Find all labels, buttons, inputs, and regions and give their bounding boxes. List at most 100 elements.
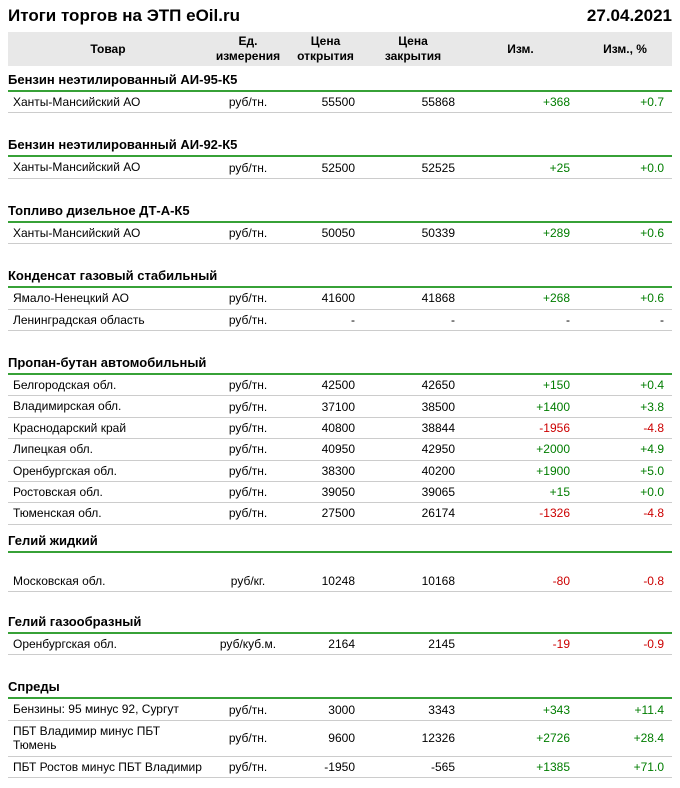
change-pct-cell: +0.6	[640, 291, 664, 306]
product-cell: Московская обл.	[13, 573, 106, 588]
close-price-cell: 41868	[421, 291, 455, 306]
product-section: Пропан-бутан автомобильный Белгородская о…	[8, 353, 672, 525]
table-row: Владимирская обл. руб/тн. 37100 38500 +1400 +…	[8, 396, 672, 418]
unit-cell: руб/куб.м.	[219, 637, 277, 652]
change-pct-cell: +0.7	[640, 95, 664, 110]
product-cell: Тюменская обл.	[13, 506, 102, 521]
table-header-row: Товар Ед. измерения Цена открытия Цена з…	[8, 32, 672, 66]
close-price-cell: 42950	[421, 442, 455, 457]
table-row: Липецкая обл. руб/тн. 40950 42950 +2000 +4.9	[8, 439, 672, 461]
unit-cell: руб/тн.	[228, 702, 268, 717]
table-row: Ямало-Ненецкий АО руб/тн. 41600 41868 +268 +0…	[8, 288, 672, 310]
table-row: ПБТ Ростов минус ПБТ Владимир руб/тн. -195…	[8, 757, 672, 779]
change-cell: -19	[552, 637, 570, 652]
close-price-cell: 2145	[428, 637, 455, 652]
column-header-unit: Ед. измерения	[215, 34, 281, 63]
unit-cell: руб/тн.	[228, 463, 268, 478]
column-header-open-price: Цена открытия	[297, 34, 354, 63]
change-pct-cell: +28.4	[633, 731, 664, 746]
table-row: Тюменская обл. руб/тн. 27500 26174 -1326 -4.8	[8, 503, 672, 525]
change-cell: -80	[552, 573, 570, 588]
section-title: Гелий газообразный	[8, 612, 672, 635]
close-price-cell: 40200	[421, 463, 455, 478]
open-price-cell: 39050	[321, 485, 355, 500]
product-cell: Липецкая обл.	[13, 442, 93, 457]
change-pct-cell: +71.0	[633, 759, 664, 774]
product-section: Спреды Бензины: 95 минус 92, Сургут руб/тн…	[8, 677, 672, 779]
change-cell: +1400	[536, 399, 570, 414]
product-cell: Белгородская обл.	[13, 377, 117, 392]
product-cell: ПБТ Ростов минус ПБТ Владимир	[13, 759, 202, 774]
change-cell: +2726	[536, 731, 570, 746]
unit-cell: руб/тн.	[228, 442, 268, 457]
table-row: Белгородская обл. руб/тн. 42500 42650 +150 +0…	[8, 375, 672, 397]
table-body: Бензин неэтилированный АИ-95-К5 Ханты-Ман…	[8, 70, 672, 779]
open-price-cell: 3000	[328, 702, 355, 717]
table-row: Ростовская обл. руб/тн. 39050 39065 +15 +0.0	[8, 482, 672, 504]
open-price-cell: 41600	[321, 291, 355, 306]
close-price-cell: 26174	[421, 506, 455, 521]
change-cell: +343	[542, 702, 570, 717]
product-cell: Краснодарский край	[13, 420, 127, 435]
change-cell: +368	[542, 95, 570, 110]
product-section: Бензин неэтилированный АИ-95-К5 Ханты-Ман…	[8, 70, 672, 114]
column-header-change-pct: Изм., %	[603, 41, 647, 56]
results-table: Товар Ед. измерения Цена открытия Цена з…	[8, 32, 672, 779]
unit-cell: руб/тн.	[228, 160, 268, 175]
open-price-cell: 10248	[321, 573, 355, 588]
open-price-cell: 42500	[321, 378, 355, 393]
product-section: Топливо дизельное ДТ-А-К5 Ханты-Мансийски…	[8, 201, 672, 245]
table-row: Ханты-Мансийский АО руб/тн. 52500 52525 +25 +…	[8, 157, 672, 179]
change-cell: +268	[542, 291, 570, 306]
change-pct-cell: +3.8	[640, 399, 664, 414]
unit-cell: руб/тн.	[228, 731, 268, 746]
change-cell: +1900	[536, 463, 570, 478]
close-price-cell: 39065	[421, 485, 455, 500]
column-header-product: Товар	[90, 41, 126, 56]
product-cell: Ленинградская область	[13, 312, 145, 327]
page-title: Итоги торгов на ЭТП eOil.ru	[8, 6, 240, 25]
unit-cell: руб/тн.	[228, 399, 268, 414]
change-pct-cell: +5.0	[640, 463, 664, 478]
table-row: ПБТ Владимир минус ПБТ Тюмень руб/тн. 9600…	[8, 721, 672, 757]
close-price-cell: 55868	[421, 95, 455, 110]
change-pct-cell: +0.0	[640, 485, 664, 500]
section-title: Гелий жидкий	[8, 531, 672, 553]
unit-cell: руб/тн.	[228, 759, 268, 774]
open-price-cell: 27500	[321, 506, 355, 521]
change-pct-cell: +4.9	[640, 442, 664, 457]
open-price-cell: 37100	[321, 399, 355, 414]
product-cell: Ханты-Мансийский АО	[13, 95, 141, 109]
product-section: Гелий газообразный Оренбургская обл. руб/к…	[8, 612, 672, 656]
open-price-cell: 38300	[321, 463, 355, 478]
section-title: Пропан-бутан автомобильный	[8, 353, 672, 375]
product-cell: Оренбургская обл.	[13, 463, 117, 478]
open-price-cell: 50050	[321, 225, 355, 240]
titlebar: Итоги торгов на ЭТП eOil.ru 27.04.2021	[8, 6, 672, 26]
table-row: Ленинградская область руб/тн. - - - -	[8, 310, 672, 331]
change-cell: -	[566, 312, 570, 327]
table-row: Ханты-Мансийский АО руб/тн. 50050 50339 +289…	[8, 223, 672, 245]
section-title: Бензин неэтилированный АИ-95-К5	[8, 70, 672, 92]
section-title: Бензин неэтилированный АИ-92-К5	[8, 135, 672, 158]
section-title: Топливо дизельное ДТ-А-К5	[8, 201, 672, 223]
change-cell: +150	[542, 378, 570, 393]
change-pct-cell: +11.4	[634, 702, 664, 717]
close-price-cell: 42650	[421, 378, 455, 393]
product-section: Гелий жидкий Московская обл. руб/кг. 10248 1…	[8, 531, 672, 593]
product-section: Конденсат газовый стабильный Ямало-Ненецк…	[8, 266, 672, 331]
close-price-cell: 38500	[421, 399, 455, 414]
unit-cell: руб/тн.	[228, 95, 268, 110]
product-cell: Владимирская обл.	[13, 399, 122, 414]
change-pct-cell: -4.8	[643, 506, 664, 521]
change-pct-cell: +0.4	[640, 378, 664, 393]
table-row: Оренбургская обл. руб/тн. 38300 40200 +1900 +…	[8, 461, 672, 482]
product-cell: Ростовская обл.	[13, 484, 103, 499]
open-price-cell: -1950	[324, 759, 355, 774]
close-price-cell: 3343	[428, 702, 455, 717]
unit-cell: руб/тн.	[228, 225, 268, 240]
change-pct-cell: -0.8	[643, 573, 664, 588]
change-cell: -1956	[539, 420, 570, 435]
unit-cell: руб/тн.	[228, 420, 268, 435]
change-cell: +2000	[536, 442, 570, 457]
